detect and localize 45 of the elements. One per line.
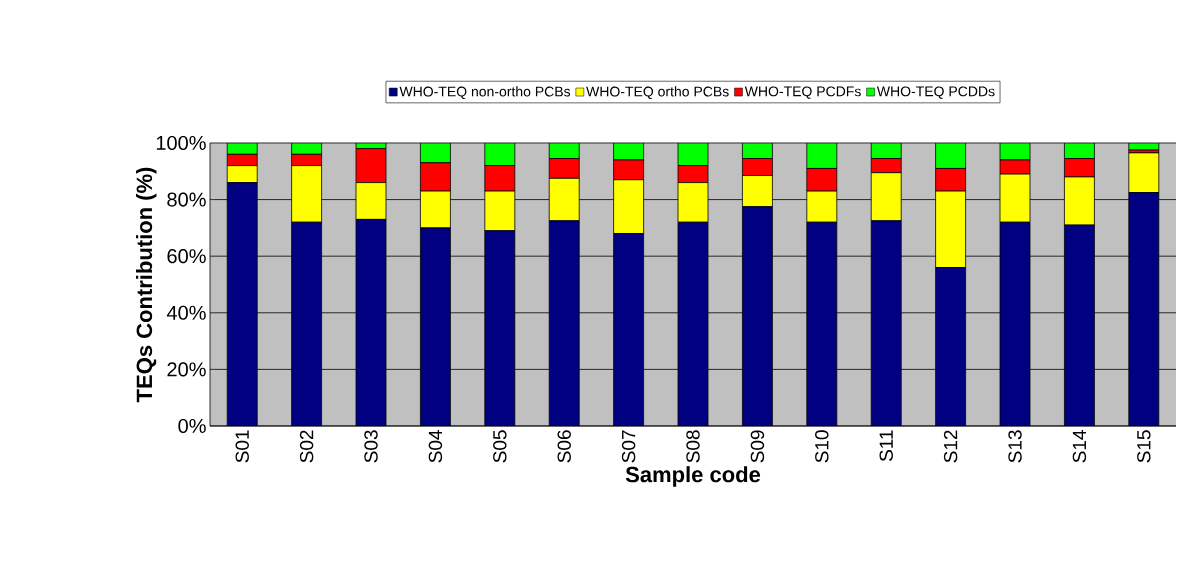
x-tick-label: S14 <box>1072 430 1087 463</box>
x-tick-label: S05 <box>493 430 507 463</box>
bar <box>677 221 709 426</box>
bar <box>870 220 902 426</box>
legend-label: WHO-TEQ non-ortho PCBs <box>399 86 571 100</box>
bar <box>1064 224 1095 426</box>
x-tick-label: S04 <box>428 430 443 463</box>
x-tick-label: S07 <box>621 430 636 463</box>
bar <box>484 230 516 426</box>
bar <box>226 182 258 426</box>
x-tick-label: S09 <box>750 430 765 463</box>
bar <box>935 142 967 169</box>
x-axis-title: Sample code <box>625 466 761 487</box>
y-tick-label: 80% <box>167 192 206 207</box>
x-tick-label: S01 <box>235 430 249 463</box>
legend-label: WHO-TEQ ortho PCBs <box>586 86 729 100</box>
x-tick-label: S13 <box>1008 430 1022 463</box>
y-tick-label: 100% <box>156 135 206 151</box>
bar <box>291 221 323 426</box>
bar <box>806 142 838 169</box>
bar <box>484 142 516 167</box>
x-tick-label: S10 <box>815 430 829 463</box>
bar <box>742 206 773 426</box>
bar <box>806 221 838 426</box>
x-tick-label: S03 <box>364 430 378 463</box>
bar <box>1128 192 1160 426</box>
x-tick-label: S11 <box>879 430 893 462</box>
x-tick-label: S02 <box>299 430 314 463</box>
bar <box>548 220 580 426</box>
y-tick-label: 40% <box>166 305 206 320</box>
legend-label: WHO-TEQ PCDDs <box>876 86 995 99</box>
legend-label: WHO-TEQ PCDFs <box>744 86 861 99</box>
y-tick-label: 20% <box>167 362 206 377</box>
bar <box>613 233 645 426</box>
x-tick-label: S15 <box>1137 430 1151 463</box>
x-tick-label: S12 <box>943 430 958 463</box>
bar <box>355 218 387 426</box>
bar <box>935 267 967 426</box>
bar <box>999 221 1031 426</box>
x-tick-label: S08 <box>686 430 700 463</box>
bar <box>420 227 451 426</box>
x-tick-label: S06 <box>557 430 571 463</box>
y-tick-label: 0% <box>178 418 206 434</box>
y-tick-label: 60% <box>167 249 206 264</box>
y-axis-title: TEQs Contribution (%) <box>136 167 157 403</box>
